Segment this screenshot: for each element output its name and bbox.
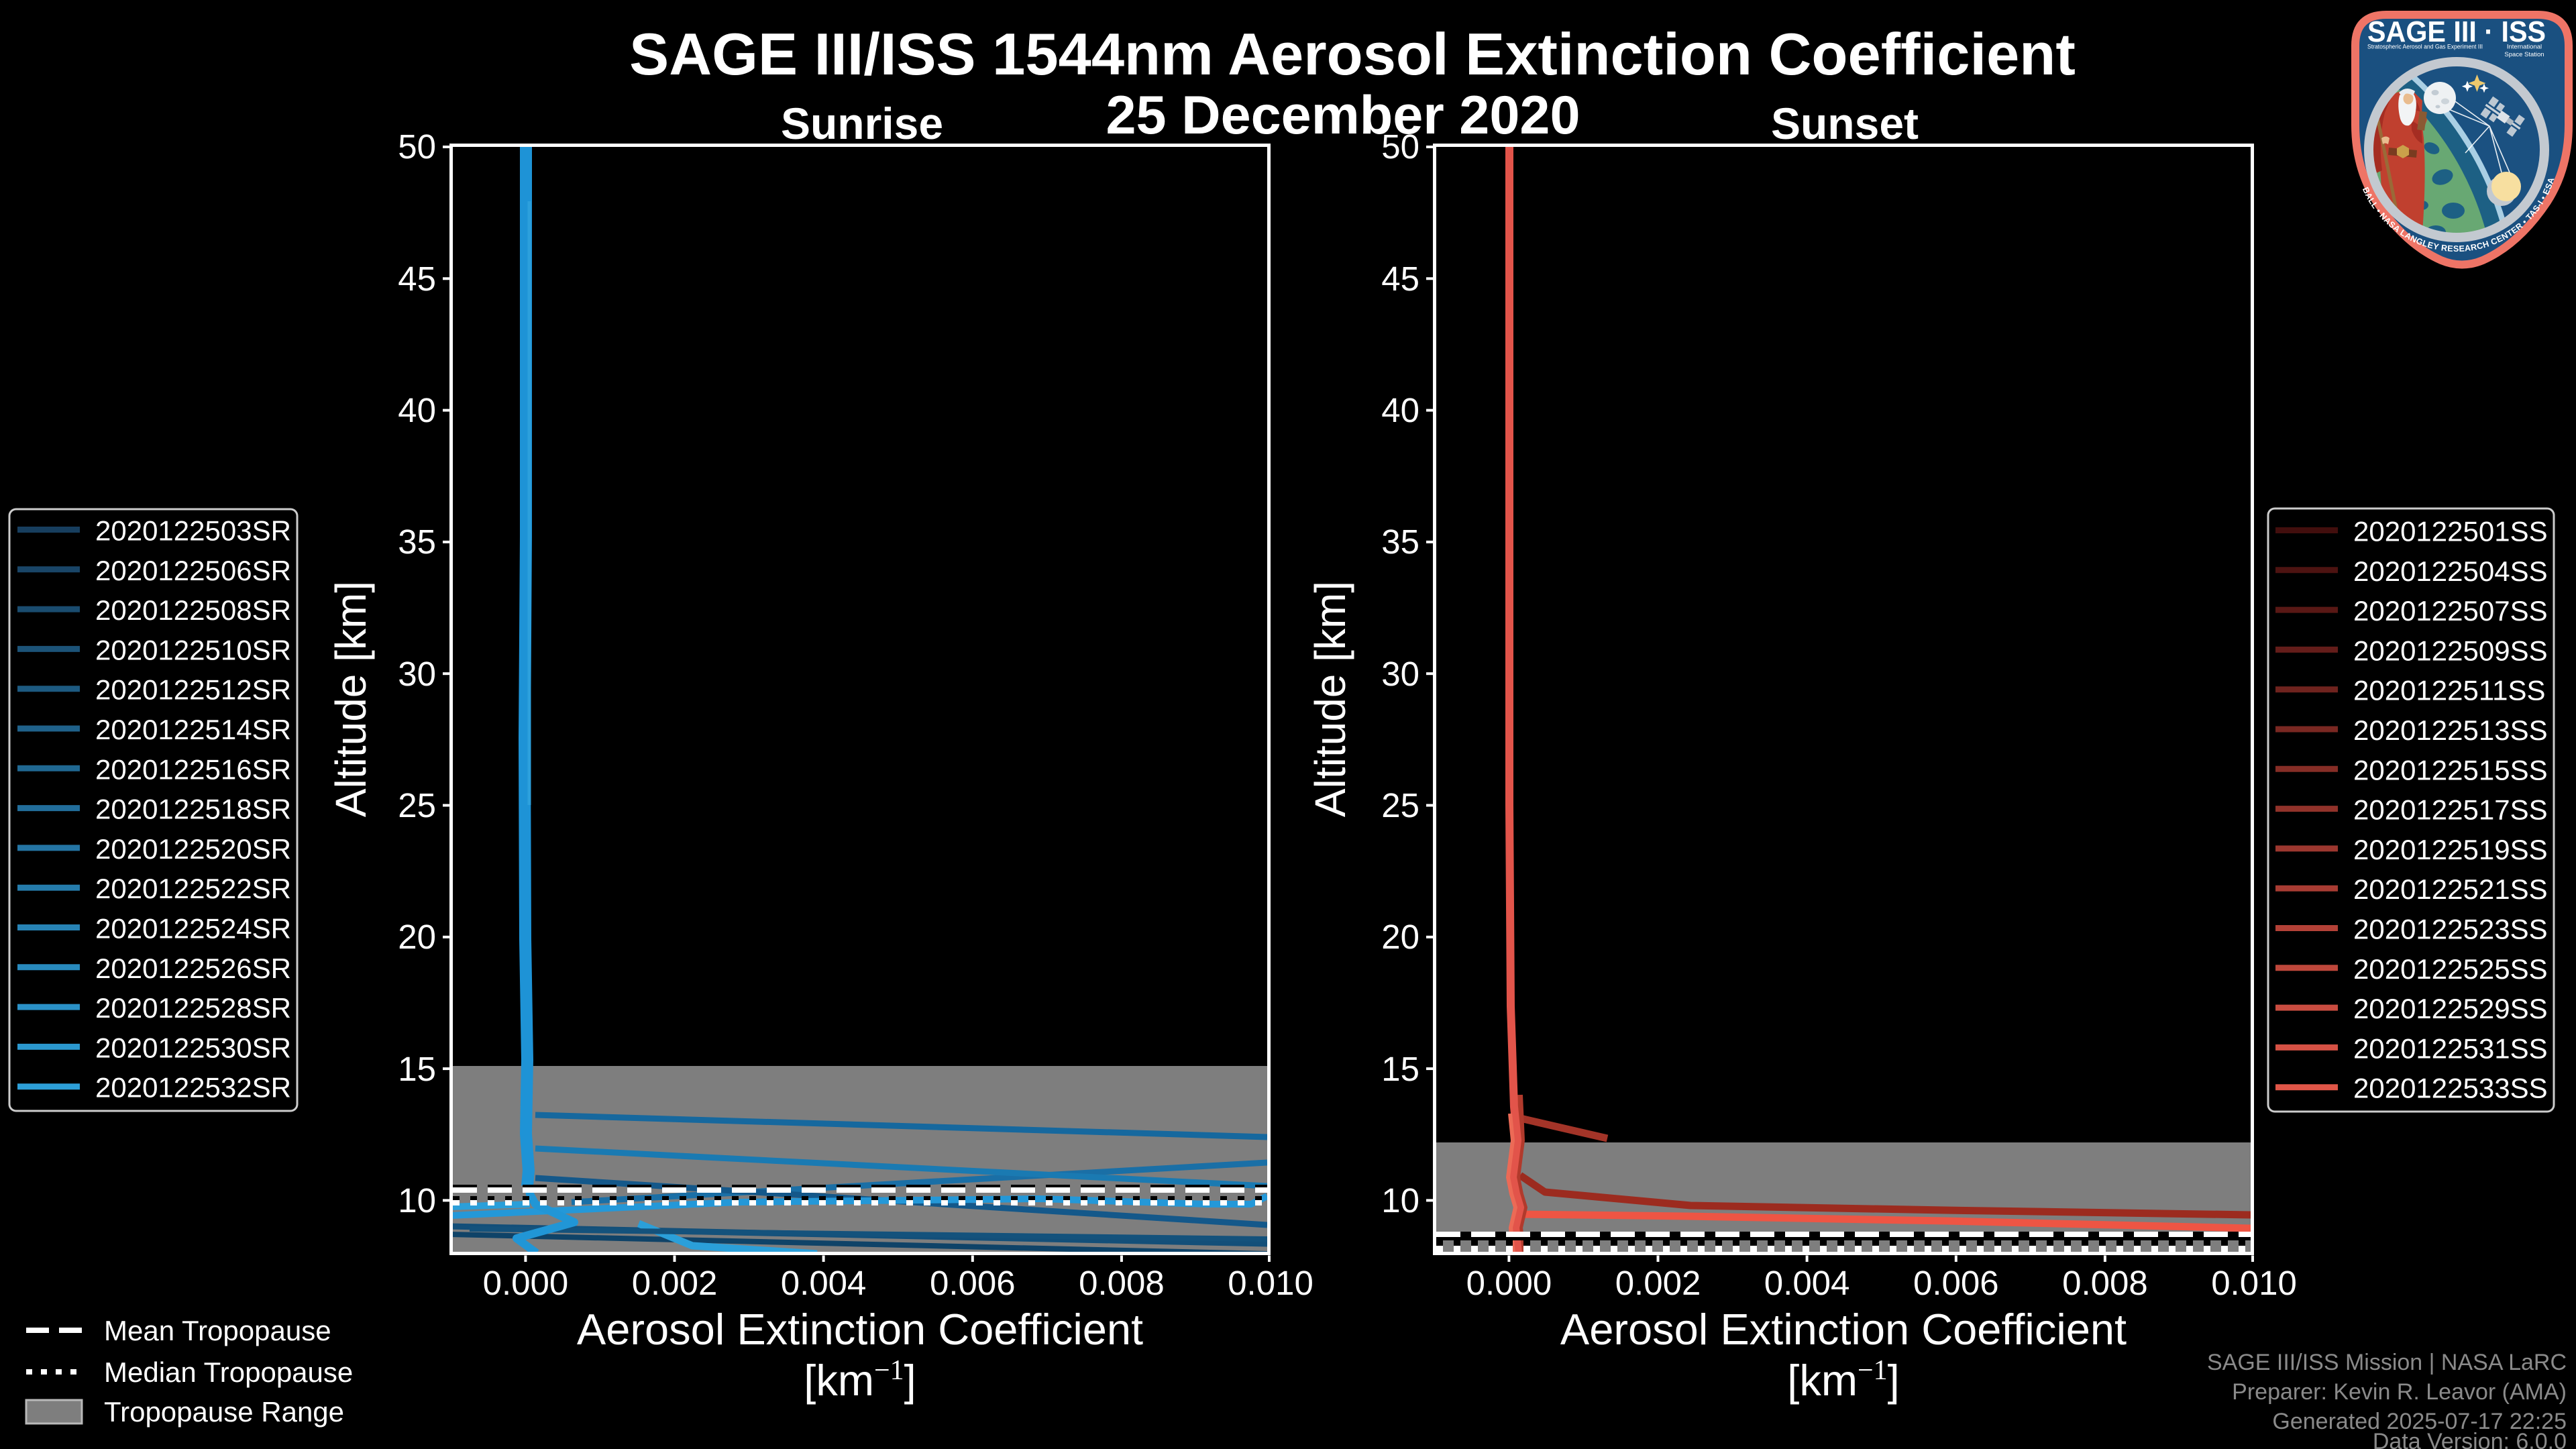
- svg-text:0.010: 0.010: [2211, 1264, 2297, 1302]
- svg-text:2020122517SS: 2020122517SS: [2353, 794, 2548, 826]
- svg-text:SAGE III · ISS: SAGE III · ISS: [2367, 15, 2546, 48]
- svg-text:0.008: 0.008: [1079, 1264, 1165, 1302]
- svg-text:Space Station: Space Station: [2504, 51, 2544, 58]
- svg-text:0.008: 0.008: [2062, 1264, 2148, 1302]
- svg-text:SAGE III/ISS 1544nm Aerosol Ex: SAGE III/ISS 1544nm Aerosol Extinction C…: [629, 21, 2076, 87]
- svg-text:50: 50: [1381, 127, 1419, 166]
- svg-text:Data Version: 6.0.0: Data Version: 6.0.0: [2373, 1429, 2567, 1449]
- svg-text:Preparer: Kevin R. Leavor (AMA: Preparer: Kevin R. Leavor (AMA): [2232, 1379, 2567, 1405]
- svg-text:2020122512SR: 2020122512SR: [95, 674, 291, 706]
- svg-text:2020122516SR: 2020122516SR: [95, 753, 291, 785]
- svg-text:2020122523SS: 2020122523SS: [2353, 914, 2548, 945]
- svg-text:2020122531SS: 2020122531SS: [2353, 1032, 2548, 1064]
- svg-text:2020122521SS: 2020122521SS: [2353, 873, 2548, 905]
- svg-text:10: 10: [398, 1181, 436, 1220]
- svg-text:Median Tropopause: Median Tropopause: [104, 1356, 353, 1388]
- svg-text:Sunset: Sunset: [1771, 99, 1919, 148]
- svg-text:Mean Tropopause: Mean Tropopause: [104, 1315, 331, 1346]
- svg-text:2020122526SR: 2020122526SR: [95, 953, 291, 984]
- svg-text:45: 45: [398, 260, 436, 298]
- svg-text:2020122511SS: 2020122511SS: [2353, 675, 2546, 706]
- svg-text:30: 30: [398, 655, 436, 693]
- svg-text:0.006: 0.006: [1913, 1264, 1999, 1302]
- svg-text:15: 15: [398, 1050, 436, 1088]
- svg-text:10: 10: [1381, 1181, 1419, 1220]
- svg-text:Altitude [km]: Altitude [km]: [327, 581, 375, 817]
- svg-text:40: 40: [1381, 391, 1419, 429]
- svg-text:Aerosol Extinction Coefficient: Aerosol Extinction Coefficient: [577, 1305, 1143, 1354]
- svg-text:2020122522SR: 2020122522SR: [95, 873, 291, 904]
- svg-text:35: 35: [1381, 523, 1419, 561]
- svg-text:2020122509SS: 2020122509SS: [2353, 635, 2548, 666]
- svg-text:50: 50: [398, 127, 436, 166]
- svg-text:0.010: 0.010: [1228, 1264, 1313, 1302]
- svg-text:2020122524SR: 2020122524SR: [95, 913, 291, 945]
- svg-text:25: 25: [398, 786, 436, 824]
- svg-text:Stratospheric Aerosol and Gas: Stratospheric Aerosol and Gas Experiment…: [2367, 44, 2483, 50]
- svg-text:2020122510SR: 2020122510SR: [95, 634, 291, 665]
- svg-text:2020122520SR: 2020122520SR: [95, 833, 291, 865]
- svg-text:25 December 2020: 25 December 2020: [1106, 85, 1580, 146]
- svg-text:2020122514SR: 2020122514SR: [95, 714, 291, 745]
- svg-text:0.006: 0.006: [930, 1264, 1016, 1302]
- svg-text:20: 20: [398, 918, 436, 956]
- svg-text:2020122525SS: 2020122525SS: [2353, 953, 2548, 985]
- svg-text:2020122508SR: 2020122508SR: [95, 594, 291, 626]
- svg-text:2020122529SS: 2020122529SS: [2353, 993, 2548, 1024]
- svg-text:0.002: 0.002: [1615, 1264, 1701, 1302]
- svg-text:0.004: 0.004: [781, 1264, 867, 1302]
- svg-text:2020122528SR: 2020122528SR: [95, 992, 291, 1024]
- svg-text:2020122533SS: 2020122533SS: [2353, 1073, 2548, 1104]
- svg-text:45: 45: [1381, 260, 1419, 298]
- svg-text:35: 35: [398, 523, 436, 561]
- svg-text:30: 30: [1381, 655, 1419, 693]
- svg-text:Altitude [km]: Altitude [km]: [1306, 581, 1354, 817]
- svg-text:2020122507SS: 2020122507SS: [2353, 595, 2548, 627]
- svg-text:0.000: 0.000: [1466, 1264, 1552, 1302]
- svg-text:2020122503SR: 2020122503SR: [95, 515, 291, 547]
- svg-text:0.000: 0.000: [483, 1264, 569, 1302]
- svg-text:SAGE III/ISS Mission | NASA La: SAGE III/ISS Mission | NASA LaRC: [2207, 1350, 2567, 1375]
- svg-text:2020122518SR: 2020122518SR: [95, 794, 291, 825]
- svg-text:20: 20: [1381, 918, 1419, 956]
- svg-text:2020122506SR: 2020122506SR: [95, 555, 291, 586]
- svg-text:2020122501SS: 2020122501SS: [2353, 516, 2548, 547]
- svg-text:2020122532SR: 2020122532SR: [95, 1072, 291, 1104]
- svg-text:15: 15: [1381, 1050, 1419, 1088]
- svg-text:Sunrise: Sunrise: [781, 99, 943, 148]
- svg-text:25: 25: [1381, 786, 1419, 824]
- svg-text:2020122530SR: 2020122530SR: [95, 1032, 291, 1063]
- svg-text:2020122519SS: 2020122519SS: [2353, 834, 2548, 865]
- svg-text:Tropopause Range: Tropopause Range: [104, 1396, 344, 1428]
- svg-text:0.002: 0.002: [632, 1264, 718, 1302]
- svg-text:Generated 2025-07-17 22:25: Generated 2025-07-17 22:25: [2272, 1409, 2567, 1434]
- svg-text:International: International: [2507, 44, 2542, 51]
- svg-text:40: 40: [398, 391, 436, 429]
- svg-text:0.004: 0.004: [1764, 1264, 1850, 1302]
- svg-text:Aerosol Extinction Coefficient: Aerosol Extinction Coefficient: [1560, 1305, 2127, 1354]
- svg-text:2020122504SS: 2020122504SS: [2353, 555, 2548, 587]
- svg-text:2020122515SS: 2020122515SS: [2353, 754, 2548, 786]
- svg-text:2020122513SS: 2020122513SS: [2353, 714, 2548, 746]
